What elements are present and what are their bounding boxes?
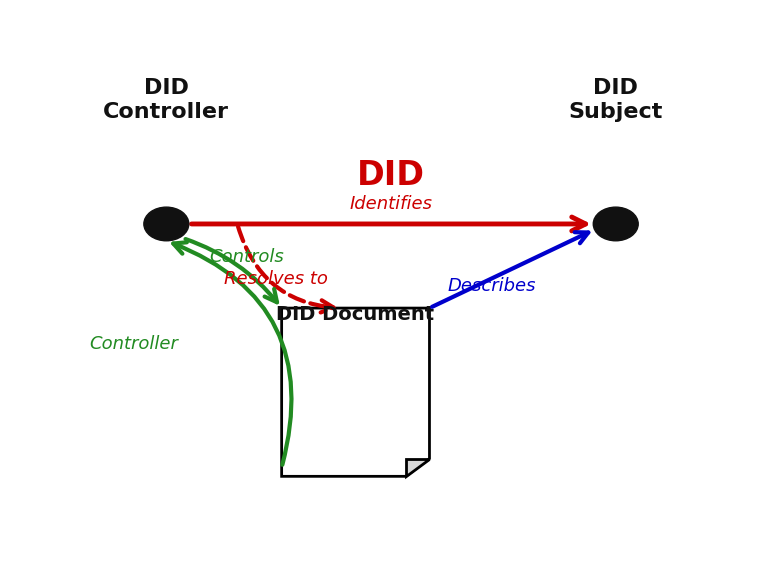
Text: DID: DID (357, 159, 425, 191)
Text: Identifies: Identifies (349, 195, 433, 213)
Circle shape (594, 207, 638, 241)
FancyArrowPatch shape (185, 239, 277, 302)
FancyArrowPatch shape (192, 217, 586, 231)
Polygon shape (282, 308, 430, 476)
Text: DID Document: DID Document (276, 305, 435, 324)
Text: Controller: Controller (89, 335, 179, 352)
Circle shape (144, 207, 188, 241)
Text: DID
Controller: DID Controller (103, 78, 230, 121)
Text: Resolves to: Resolves to (224, 270, 327, 288)
Text: DID
Subject: DID Subject (568, 78, 663, 121)
FancyArrowPatch shape (238, 227, 333, 312)
Text: Controls: Controls (209, 248, 284, 266)
FancyArrowPatch shape (173, 242, 291, 465)
Polygon shape (406, 459, 430, 476)
Text: Describes: Describes (447, 277, 536, 295)
FancyArrowPatch shape (432, 232, 588, 307)
